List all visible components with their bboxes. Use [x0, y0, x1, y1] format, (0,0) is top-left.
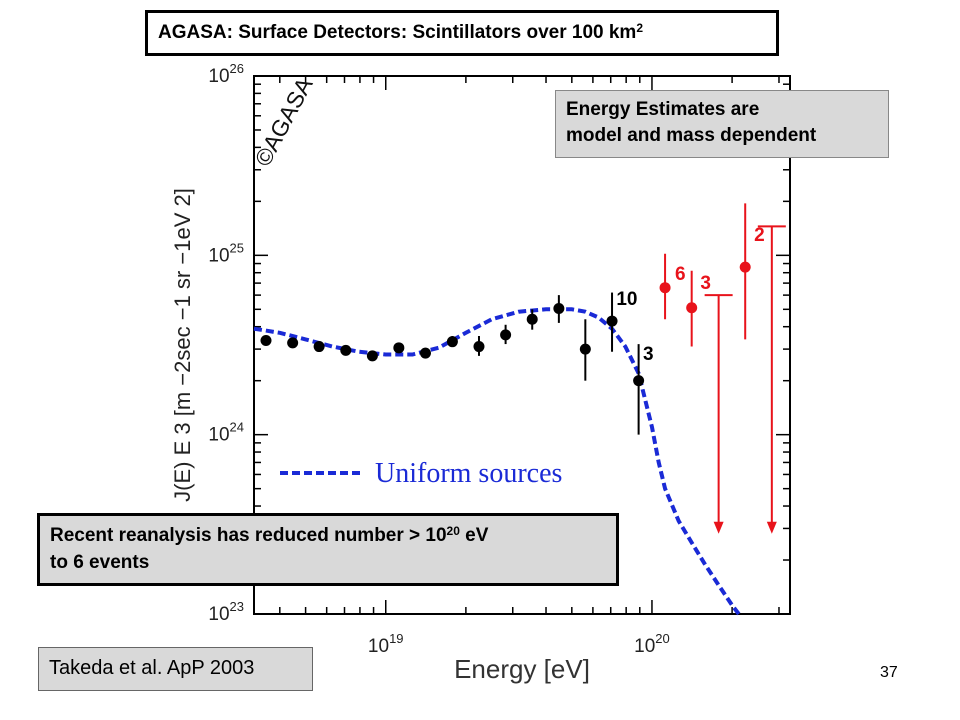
uniform-sources-curve: [253, 307, 741, 616]
data-point: [633, 375, 645, 387]
data-point: [287, 337, 299, 349]
slide-title: AGASA: Surface Detectors: Scintillators …: [145, 10, 779, 56]
reanalysis-note: Recent reanalysis has reduced number > 1…: [37, 513, 619, 586]
data-point: [366, 350, 378, 362]
y-tick-label: 1023: [208, 599, 244, 625]
upper-limit-arrowhead: [713, 521, 724, 534]
data-point: [526, 313, 538, 325]
data-point: [739, 261, 751, 273]
y-tick-label: 1025: [208, 240, 244, 266]
x-axis-label: Energy [eV]: [454, 654, 590, 684]
y-tick-label: 1024: [208, 420, 244, 446]
data-point: [579, 343, 591, 355]
point-count-label: 3: [643, 344, 654, 365]
legend-label: Uniform sources: [375, 458, 562, 489]
data-point: [500, 329, 512, 341]
data-point: [393, 342, 405, 354]
data-point: [686, 302, 698, 314]
chart-legend: Uniform sources: [280, 458, 562, 489]
data-point: [340, 344, 352, 356]
agasa-watermark: ©AGASA: [249, 73, 317, 171]
x-tick-label: 1020: [634, 631, 670, 657]
point-count-label: 10: [616, 289, 637, 310]
data-point: [659, 282, 671, 294]
data-point: [606, 315, 618, 327]
y-axis-label: J(E) E 3 [m −2sec −1 sr −1eV 2]: [170, 188, 195, 502]
x-tick-label: 1019: [368, 631, 404, 657]
point-count-label: 6: [675, 264, 686, 285]
plot-frame: [253, 75, 791, 615]
citation-box: Takeda et al. ApP 2003: [38, 647, 313, 691]
data-point: [446, 336, 458, 348]
data-point: [419, 347, 431, 359]
point-count-label: 2: [754, 225, 765, 246]
slide-number: 37: [880, 664, 898, 681]
y-tick-label: 1026: [208, 61, 244, 87]
upper-limit-arrowhead: [766, 521, 777, 534]
data-point: [313, 341, 325, 353]
data-point: [260, 335, 272, 347]
data-point: [553, 303, 565, 315]
data-point: [473, 341, 485, 353]
point-count-label: 3: [700, 273, 711, 294]
energy-estimates-note: Energy Estimates are model and mass depe…: [555, 90, 889, 158]
